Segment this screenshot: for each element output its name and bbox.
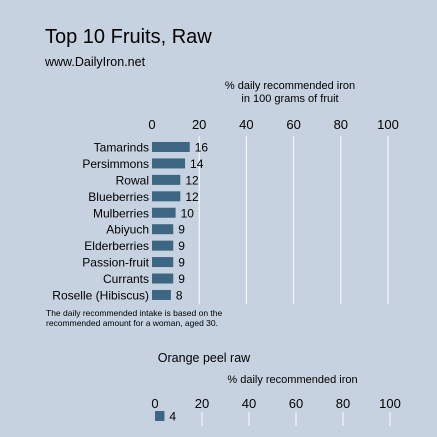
p1-tick-label-100: 100 — [377, 117, 399, 132]
p2-tick-label-60: 60 — [289, 396, 303, 411]
p1-category-label-3: Rowal — [116, 173, 149, 187]
p1-category-label-2: Persimmons — [82, 157, 149, 171]
p1-data-label-1: 16 — [195, 141, 209, 155]
p2-data-label-1: 4 — [169, 410, 176, 424]
p1-tick-label-20: 20 — [192, 117, 206, 132]
p1-category-label-5: Mulberries — [93, 206, 149, 220]
p2-tick-label-40: 40 — [242, 396, 256, 411]
p1-data-label-10: 8 — [176, 288, 183, 302]
p1-category-label-1: Tamarinds — [94, 141, 149, 155]
p2-tick-label-100: 100 — [379, 396, 401, 411]
p1-bar-2 — [152, 158, 186, 169]
chart-subtitle: www.DailyIron.net — [44, 55, 146, 69]
p2-axis-title-1: % daily recommended iron — [227, 374, 357, 386]
p1-tick-label-0: 0 — [148, 117, 155, 132]
p1-data-label-8: 9 — [178, 256, 185, 270]
p2-tick-label-80: 80 — [336, 396, 350, 411]
p1-bar-8 — [152, 257, 174, 268]
footnote-line-2: recommended amount for a woman, aged 30. — [46, 318, 218, 328]
p1-bar-5 — [152, 207, 176, 218]
p1-bar-9 — [152, 273, 174, 284]
p1-bar-4 — [152, 191, 181, 202]
p1-axis-title-2: in 100 grams of fruit — [241, 93, 338, 105]
p1-axis-title-1: % daily recommended iron — [225, 80, 355, 92]
p1-bar-10 — [152, 289, 171, 300]
p1-category-label-9: Currants — [103, 272, 149, 286]
p1-bar-1 — [152, 142, 190, 152]
p1-tick-label-80: 80 — [334, 117, 348, 132]
p1-data-label-9: 9 — [178, 272, 185, 286]
p1-bar-3 — [152, 174, 181, 185]
chart-title: Top 10 Fruits, Raw — [45, 26, 212, 48]
p1-data-label-7: 9 — [178, 239, 185, 253]
p1-category-label-7: Elderberries — [84, 239, 149, 253]
p1-category-label-6: Abiyuch — [106, 223, 149, 237]
p1-data-label-5: 10 — [181, 206, 195, 220]
p1-category-label-8: Passion-fruit — [82, 256, 149, 270]
p1-data-label-2: 14 — [190, 157, 204, 171]
p1-category-label-4: Blueberries — [88, 190, 149, 204]
p1-bar-6 — [152, 224, 174, 235]
p1-bar-7 — [152, 240, 174, 251]
p2-bar-1 — [155, 411, 165, 421]
footnote-line-1: The daily recommended intake is based on… — [46, 308, 223, 318]
p1-data-label-4: 12 — [185, 190, 199, 204]
p2-panel-title: Orange peel raw — [158, 351, 251, 365]
p2-tick-label-20: 20 — [195, 396, 209, 411]
p1-tick-label-40: 40 — [239, 117, 253, 132]
p1-data-label-3: 12 — [185, 173, 199, 187]
p1-data-label-6: 9 — [178, 223, 185, 237]
p1-tick-label-60: 60 — [286, 117, 300, 132]
p1-category-label-10: Roselle (Hibiscus) — [52, 288, 149, 302]
p2-tick-label-0: 0 — [151, 396, 158, 411]
